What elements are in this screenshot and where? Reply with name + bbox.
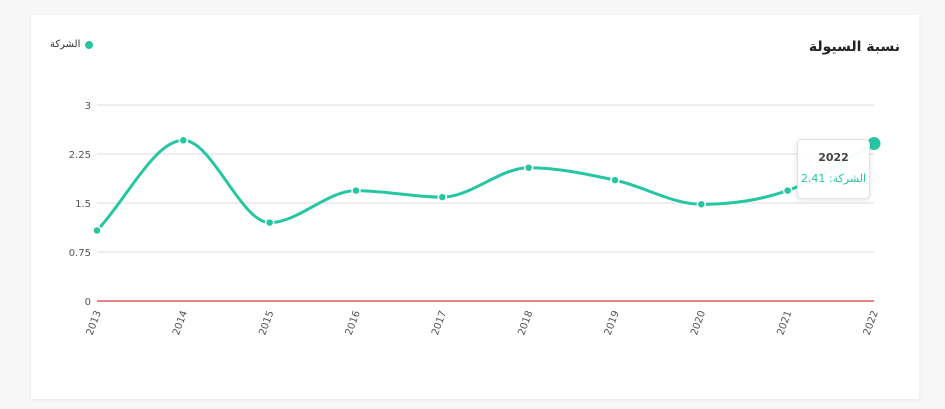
- x-tick-label: 2020: [689, 309, 708, 337]
- legend-item[interactable]: الشركة: [50, 39, 94, 50]
- highlighted-data-point[interactable]: [867, 137, 881, 151]
- legend-label: الشركة: [50, 39, 81, 50]
- y-tick-label: 0: [85, 297, 91, 308]
- series-company[interactable]: [92, 135, 881, 236]
- x-tick-label: 2015: [257, 309, 276, 337]
- x-tick-label: 2016: [344, 309, 363, 337]
- data-point[interactable]: [437, 192, 448, 202]
- y-axis-ticks: 0 0.75 1.5 2.25 3: [69, 101, 91, 308]
- data-point[interactable]: [351, 185, 361, 196]
- legend-marker-icon: [85, 40, 94, 49]
- data-point[interactable]: [178, 135, 189, 146]
- grid-lines: [97, 104, 874, 302]
- tooltip-series-label: الشركة:: [828, 172, 867, 185]
- x-tick-label: 2022: [862, 309, 881, 337]
- y-tick-label: 2.25: [69, 150, 91, 161]
- data-point[interactable]: [523, 162, 534, 173]
- chart-title: نسبة السيولة: [808, 39, 900, 55]
- x-tick-label: 2013: [85, 309, 104, 337]
- x-tick-label: 2014: [171, 309, 190, 337]
- x-tick-label: 2018: [516, 309, 535, 337]
- tooltip-value: 2.41: [800, 172, 826, 185]
- x-tick-label: 2019: [603, 309, 622, 337]
- x-axis-ticks: 2013 2014 2015 2016 2017 2018 2019 2020 2021 2022: [85, 309, 881, 337]
- data-tooltip: 2022 الشركة: 2.41: [797, 139, 870, 199]
- y-tick-label: 1.5: [75, 199, 91, 210]
- tooltip-value-row: الشركة: 2.41: [798, 172, 869, 185]
- data-point[interactable]: [696, 199, 707, 210]
- data-point[interactable]: [264, 217, 275, 228]
- data-point[interactable]: [782, 185, 793, 196]
- tooltip-year: 2022: [818, 151, 849, 164]
- y-tick-label: 3: [85, 101, 91, 112]
- series-line[interactable]: [95, 138, 876, 232]
- data-point[interactable]: [610, 175, 620, 185]
- y-tick-label: 0.75: [69, 248, 91, 259]
- x-tick-label: 2021: [775, 309, 794, 337]
- chart-card: نسبة السيولة الشركة: [31, 15, 919, 399]
- x-tick-label: 2017: [430, 309, 449, 337]
- data-point[interactable]: [92, 225, 102, 236]
